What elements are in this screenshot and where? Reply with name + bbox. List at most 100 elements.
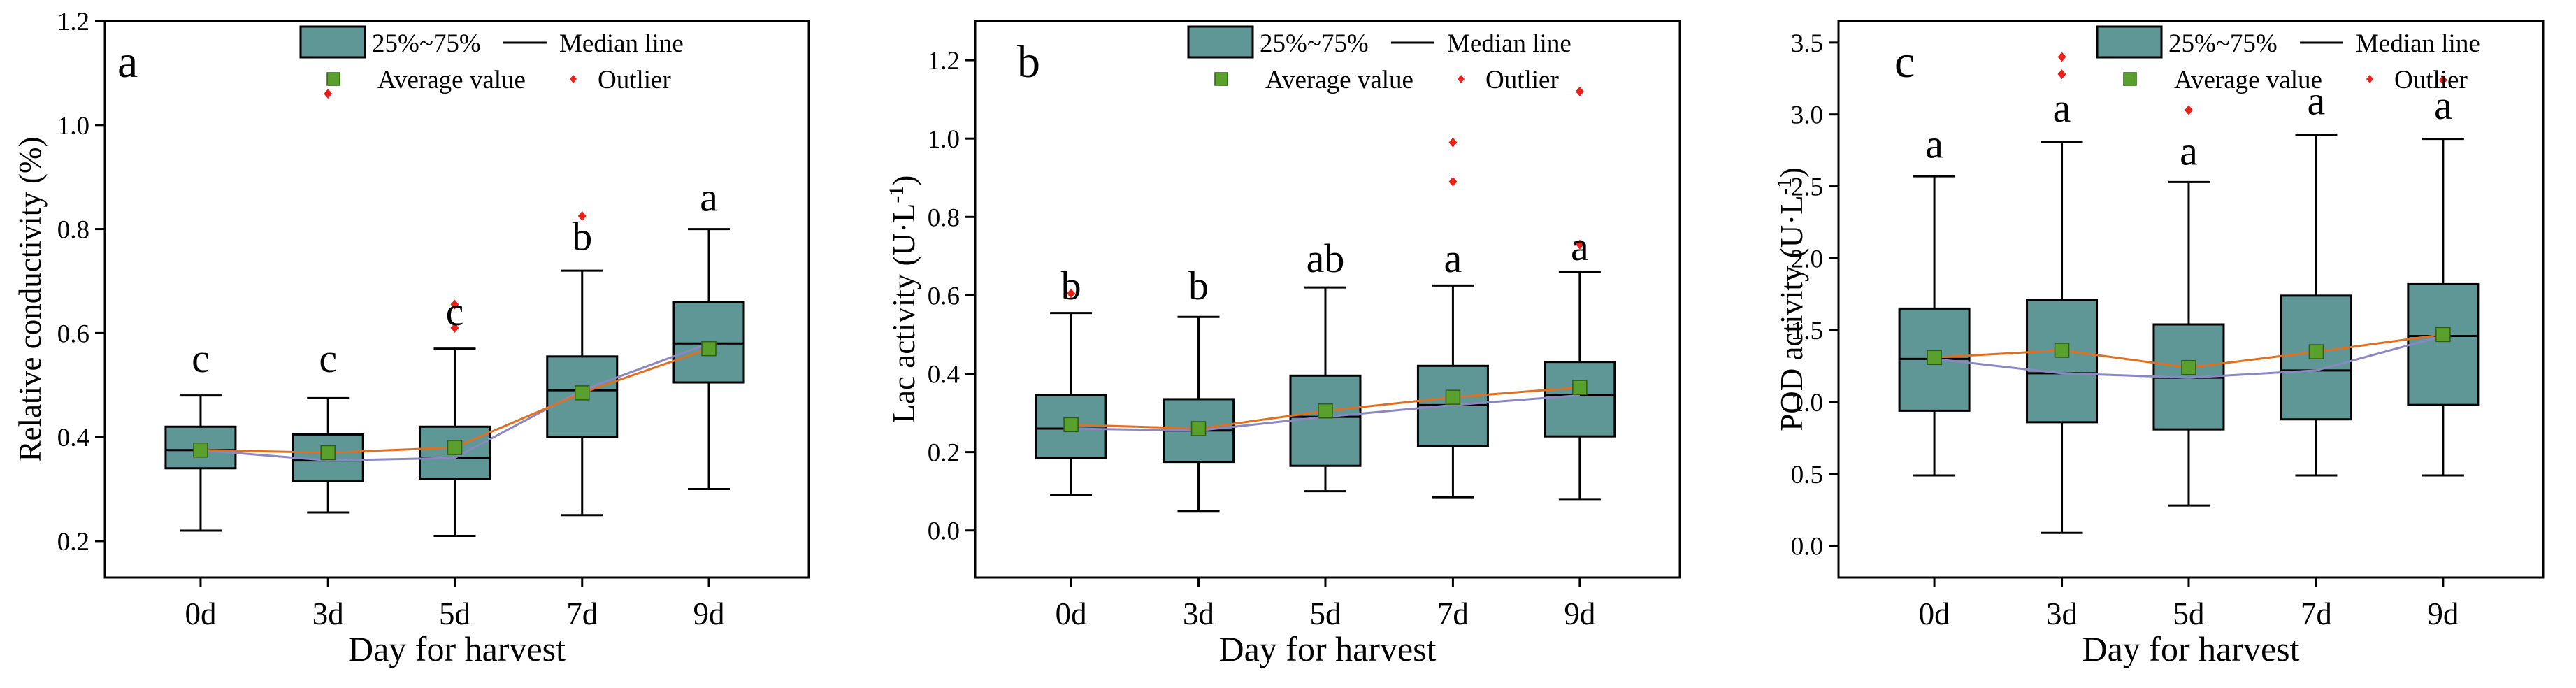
y-axis-title-main: Lac activity (U·L	[886, 203, 921, 424]
y-tick-label: 1.0	[928, 125, 960, 154]
x-tick-label: 5d	[1309, 596, 1341, 631]
panel-a: c c c b a 0.2 0.4 0.6 0.8 1.0 1.2 0d 3d 5d 7d 9d Day for…	[13, 8, 810, 668]
legend-outlier-swatch	[2366, 75, 2373, 83]
significance-letter: a	[1444, 236, 1462, 281]
box-9d	[1544, 271, 1616, 501]
significance-letter: a	[700, 175, 718, 220]
y-axis-title: Lac activity (U·L-1)	[885, 175, 921, 424]
x-tick-label: 0d	[185, 596, 216, 631]
box-5d	[2152, 180, 2225, 507]
y-tick-label: 3.0	[1791, 101, 1823, 130]
significance-letter: a	[2180, 129, 2198, 174]
mean-marker	[2181, 359, 2196, 375]
legend-outlier-swatch	[1458, 75, 1465, 83]
mean-marker	[2308, 344, 2324, 359]
y-tick-label: 0.2	[928, 439, 960, 468]
y-axis-title-main: POD activity (U·L	[1774, 195, 1809, 431]
x-tick-label: 7d	[1437, 596, 1469, 631]
significance-letter: a	[1571, 224, 1589, 269]
significance-letter: c	[319, 336, 337, 381]
significance-letter: b	[1061, 263, 1081, 308]
mean-marker	[320, 445, 336, 461]
x-tick-label: 7d	[566, 596, 598, 631]
x-tick-label: 9d	[2427, 596, 2459, 631]
box-0d	[164, 394, 237, 532]
box-5d	[1289, 286, 1362, 493]
significance-letter: a	[2308, 78, 2326, 124]
y-tick-label: 0.4	[928, 361, 960, 389]
x-tick-label: 9d	[1564, 596, 1595, 631]
legend-label-box: 25%~75%	[372, 29, 481, 58]
legend-box-swatch	[2096, 25, 2163, 59]
x-tick-label: 0d	[1056, 596, 1087, 631]
significance-letter: ab	[1307, 236, 1345, 281]
mean-marker	[1927, 350, 1942, 366]
outlier-point	[1448, 137, 1458, 148]
y-axis-title-main: Relative conductivity (%)	[13, 137, 48, 462]
median-trend-line	[1934, 335, 2444, 379]
outlier-point	[450, 299, 459, 310]
y-tick-label: 1.0	[57, 112, 89, 141]
x-tick-label: 5d	[2173, 596, 2204, 631]
significance-letter: a	[2434, 83, 2452, 128]
legend: 25%~75% Median line Average value Outlier	[2096, 25, 2480, 94]
panel-b: b b ab a a 0.0 0.2 0.4 0.6 0.8 1.0 1.2 0d 3d 5d 7d 9d Day…	[885, 20, 1681, 668]
significance-letter: c	[446, 289, 464, 334]
x-tick-label: 9d	[693, 596, 725, 631]
y-tick-label: 0.4	[57, 424, 89, 452]
x-axis-title: Day for harvest	[1219, 629, 1437, 668]
outlier-point	[1448, 176, 1458, 187]
box-iqr	[1289, 374, 1362, 467]
y-axis-title: Relative conductivity (%)	[13, 137, 48, 462]
plot-frame	[103, 20, 810, 579]
box-0d	[1035, 312, 1107, 496]
outlier-point	[2184, 105, 2193, 115]
outlier-point	[450, 322, 459, 333]
y-axis-title: POD activity (U·L-1)	[1773, 167, 1809, 431]
y-tick-label: 0.0	[928, 517, 960, 546]
mean-marker	[701, 341, 717, 357]
y-tick-label: 2.0	[1791, 245, 1823, 273]
panel-letter: b	[1017, 36, 1040, 87]
plot-frame	[1837, 20, 2545, 579]
legend-average-swatch	[326, 72, 340, 86]
outlier-point	[2438, 75, 2447, 85]
outlier-point	[1067, 288, 1076, 299]
significance-letter: a	[2053, 85, 2071, 131]
mean-marker	[574, 385, 590, 401]
legend-label-average: Average value	[2174, 66, 2322, 94]
legend-label-average: Average value	[1265, 66, 1413, 94]
median-trend-line	[200, 342, 710, 462]
legend-outlier-swatch	[570, 75, 577, 83]
y-tick-label: 0.5	[1791, 461, 1823, 489]
mean-marker	[193, 442, 208, 458]
y-tick-label: 3.5	[1791, 29, 1823, 58]
mean-marker	[1190, 421, 1207, 436]
plot-frame	[974, 20, 1681, 579]
box-iqr	[1544, 361, 1616, 438]
outlier-point	[577, 210, 587, 221]
x-tick-label: 7d	[2301, 596, 2332, 631]
mean-marker	[2435, 327, 2451, 343]
x-axis-title: Day for harvest	[348, 629, 566, 668]
legend-box-swatch	[299, 25, 366, 59]
y-axis-title-tail: )	[1774, 167, 1809, 178]
x-tick-label: 3d	[2046, 596, 2078, 631]
y-tick-label: 0.8	[57, 216, 89, 245]
significance-letter: a	[1925, 121, 1943, 166]
box-iqr	[2407, 282, 2480, 406]
box-3d	[1163, 315, 1235, 513]
box-9d	[672, 228, 745, 491]
outlier-point	[1575, 86, 1584, 96]
legend: 25%~75% Median line Average value Outlier	[1187, 25, 1571, 94]
box-3d	[2026, 141, 2099, 534]
box-7d	[2280, 133, 2352, 477]
outlier-point	[2057, 52, 2066, 62]
legend-label-average: Average value	[377, 66, 526, 94]
y-tick-label: 1.2	[57, 8, 89, 36]
legend-label-outlier: Outlier	[598, 66, 671, 94]
legend-average-swatch	[1214, 72, 1228, 86]
mean-marker	[2054, 343, 2070, 358]
